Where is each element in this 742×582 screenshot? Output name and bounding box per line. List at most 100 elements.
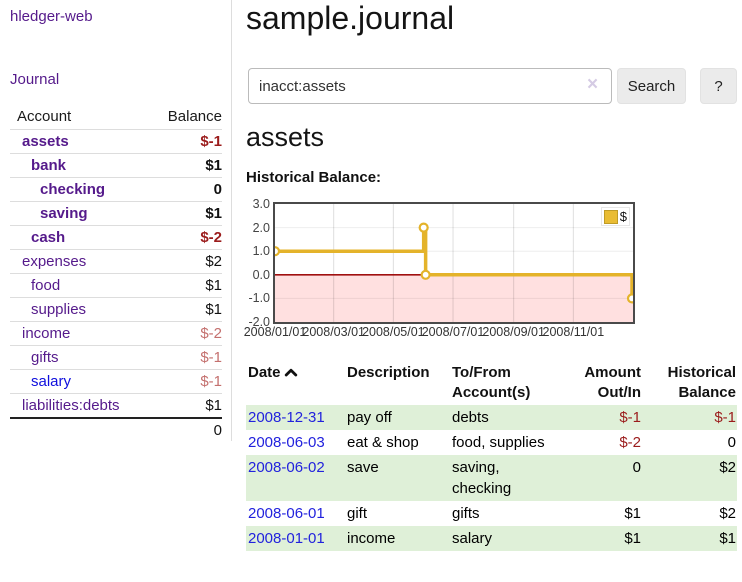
- account-row: bank $1: [10, 153, 222, 178]
- account-balance: $1: [146, 153, 222, 178]
- transaction-date-link[interactable]: 2008-01-01: [248, 530, 325, 547]
- transaction-amount: $1: [624, 505, 641, 522]
- register-header-accounts: To/From Account(s): [452, 364, 531, 401]
- transaction-balance: $2: [719, 505, 736, 522]
- account-link[interactable]: assets: [22, 133, 69, 150]
- account-link[interactable]: gifts: [31, 349, 59, 366]
- account-balance: $2: [146, 249, 222, 274]
- account-link[interactable]: expenses: [22, 253, 87, 270]
- transaction-amount: $-1: [619, 409, 641, 426]
- account-row: cash $-2: [10, 225, 222, 250]
- account-row: income $-2: [10, 321, 222, 346]
- account-link[interactable]: checking: [40, 181, 106, 198]
- x-tick-label: 2008/03/01: [302, 325, 365, 339]
- account-section-title: assets: [246, 122, 325, 152]
- transaction-amount: $1: [624, 530, 641, 547]
- account-balance: $-2: [146, 321, 222, 346]
- transaction-date-link[interactable]: 2008-06-03: [248, 434, 325, 451]
- account-link[interactable]: income: [22, 325, 71, 342]
- account-row: saving $1: [10, 201, 222, 226]
- account-row: assets $-1: [10, 129, 222, 154]
- transaction-row: 2008-12-31 pay off debts $-1 $-1: [246, 405, 737, 430]
- register-header-balance: Historical Balance: [667, 364, 736, 401]
- search-input[interactable]: [248, 68, 612, 104]
- account-balance: $-1: [146, 345, 222, 370]
- register-header-row: Date Description To/From Account(s) Amou…: [246, 361, 737, 405]
- y-tick-label: 1.0: [252, 244, 270, 259]
- account-balance: $-2: [146, 225, 222, 250]
- transaction-balance: $-1: [714, 409, 736, 426]
- account-balance: 0: [146, 177, 222, 202]
- account-row: food $1: [10, 273, 222, 298]
- sidebar-item-journal[interactable]: Journal: [10, 71, 60, 88]
- accounts-total-balance: 0: [146, 417, 222, 442]
- register-header-date[interactable]: Date: [246, 361, 345, 405]
- chart-title: Historical Balance:: [246, 169, 382, 186]
- transaction-description: income: [347, 530, 396, 547]
- app-brand-link[interactable]: hledger-web: [10, 8, 93, 25]
- accounts-header-balance: Balance: [146, 104, 222, 130]
- chart-plot-svg: [275, 204, 633, 322]
- y-tick-label: 3.0: [252, 197, 270, 211]
- transaction-row: 2008-06-03 eat & shop food, supplies $-2…: [246, 430, 737, 455]
- account-balance: $1: [146, 273, 222, 298]
- chart-legend: $: [600, 207, 630, 226]
- register-table: Date Description To/From Account(s) Amou…: [246, 361, 737, 551]
- transaction-balance: $2: [719, 459, 736, 476]
- transaction-row: 2008-06-01 gift gifts $1 $2: [246, 501, 737, 526]
- account-balance: $1: [146, 393, 222, 419]
- x-tick-label: 2008/05/01: [362, 325, 425, 339]
- page-title: sample.journal: [246, 0, 455, 36]
- transaction-accounts: gifts: [452, 505, 480, 522]
- accounts-tree-table: Account Balance assets $-1 bank $1: [10, 104, 222, 442]
- account-link[interactable]: cash: [31, 229, 66, 246]
- account-balance: $-1: [146, 369, 222, 394]
- register-header-description: Description: [347, 364, 430, 381]
- x-tick-label: 2008/01/01: [243, 325, 307, 339]
- accounts-header-account: Account: [10, 104, 146, 130]
- account-balance: $1: [146, 297, 222, 322]
- clear-search-icon[interactable]: ×: [587, 74, 599, 95]
- chart-y-axis: 3.0 2.0 1.0 0.0 -1.0 -2.0: [233, 197, 270, 329]
- transaction-row: 2008-06-02 save saving, checking 0 $2: [246, 455, 737, 501]
- search-button[interactable]: Search: [617, 68, 686, 104]
- transaction-accounts: debts: [452, 409, 489, 426]
- transaction-date-link[interactable]: 2008-12-31: [248, 409, 325, 426]
- transaction-accounts: food, supplies: [452, 434, 545, 451]
- transaction-description: pay off: [347, 409, 392, 426]
- transaction-date-link[interactable]: 2008-06-02: [248, 459, 325, 476]
- account-row: supplies $1: [10, 297, 222, 322]
- y-tick-label: -1.0: [248, 291, 270, 306]
- account-link[interactable]: salary: [31, 373, 72, 390]
- y-tick-label: -2.0: [248, 315, 270, 329]
- account-row: liabilities:debts $1: [10, 393, 222, 419]
- transaction-balance: $1: [719, 530, 736, 547]
- register-header-amount: Amount Out/In: [584, 364, 641, 401]
- account-link[interactable]: saving: [40, 205, 88, 222]
- account-link[interactable]: supplies: [31, 301, 87, 318]
- transaction-accounts: saving, checking: [452, 459, 512, 497]
- transaction-description: eat & shop: [347, 434, 419, 451]
- help-button[interactable]: ?: [700, 68, 737, 104]
- transaction-amount: 0: [632, 459, 641, 476]
- y-tick-label: 2.0: [252, 220, 270, 235]
- legend-swatch-icon: [603, 209, 618, 224]
- transaction-balance: 0: [727, 434, 736, 451]
- account-row: gifts $-1: [10, 345, 222, 370]
- historical-balance-chart: $: [273, 202, 635, 324]
- account-row: expenses $2: [10, 249, 222, 274]
- x-tick-label: 2008/11/01: [542, 325, 605, 339]
- transaction-date-link[interactable]: 2008-06-01: [248, 505, 325, 522]
- transaction-amount: $-2: [619, 434, 641, 451]
- transaction-description: gift: [347, 505, 368, 522]
- x-tick-label: 2008/09/01: [482, 325, 545, 339]
- y-tick-label: 0.0: [252, 267, 270, 282]
- account-row: checking 0: [10, 177, 222, 202]
- account-link[interactable]: food: [31, 277, 61, 294]
- chart-x-axis: 2008/01/01 2008/03/01 2008/05/01 2008/07/01…: [244, 325, 633, 341]
- accounts-total-row: 0: [10, 417, 222, 442]
- account-balance: $1: [146, 201, 222, 226]
- account-link[interactable]: bank: [31, 157, 67, 174]
- account-link[interactable]: liabilities:debts: [22, 397, 120, 414]
- x-tick-label: 2008/07/01: [421, 325, 485, 339]
